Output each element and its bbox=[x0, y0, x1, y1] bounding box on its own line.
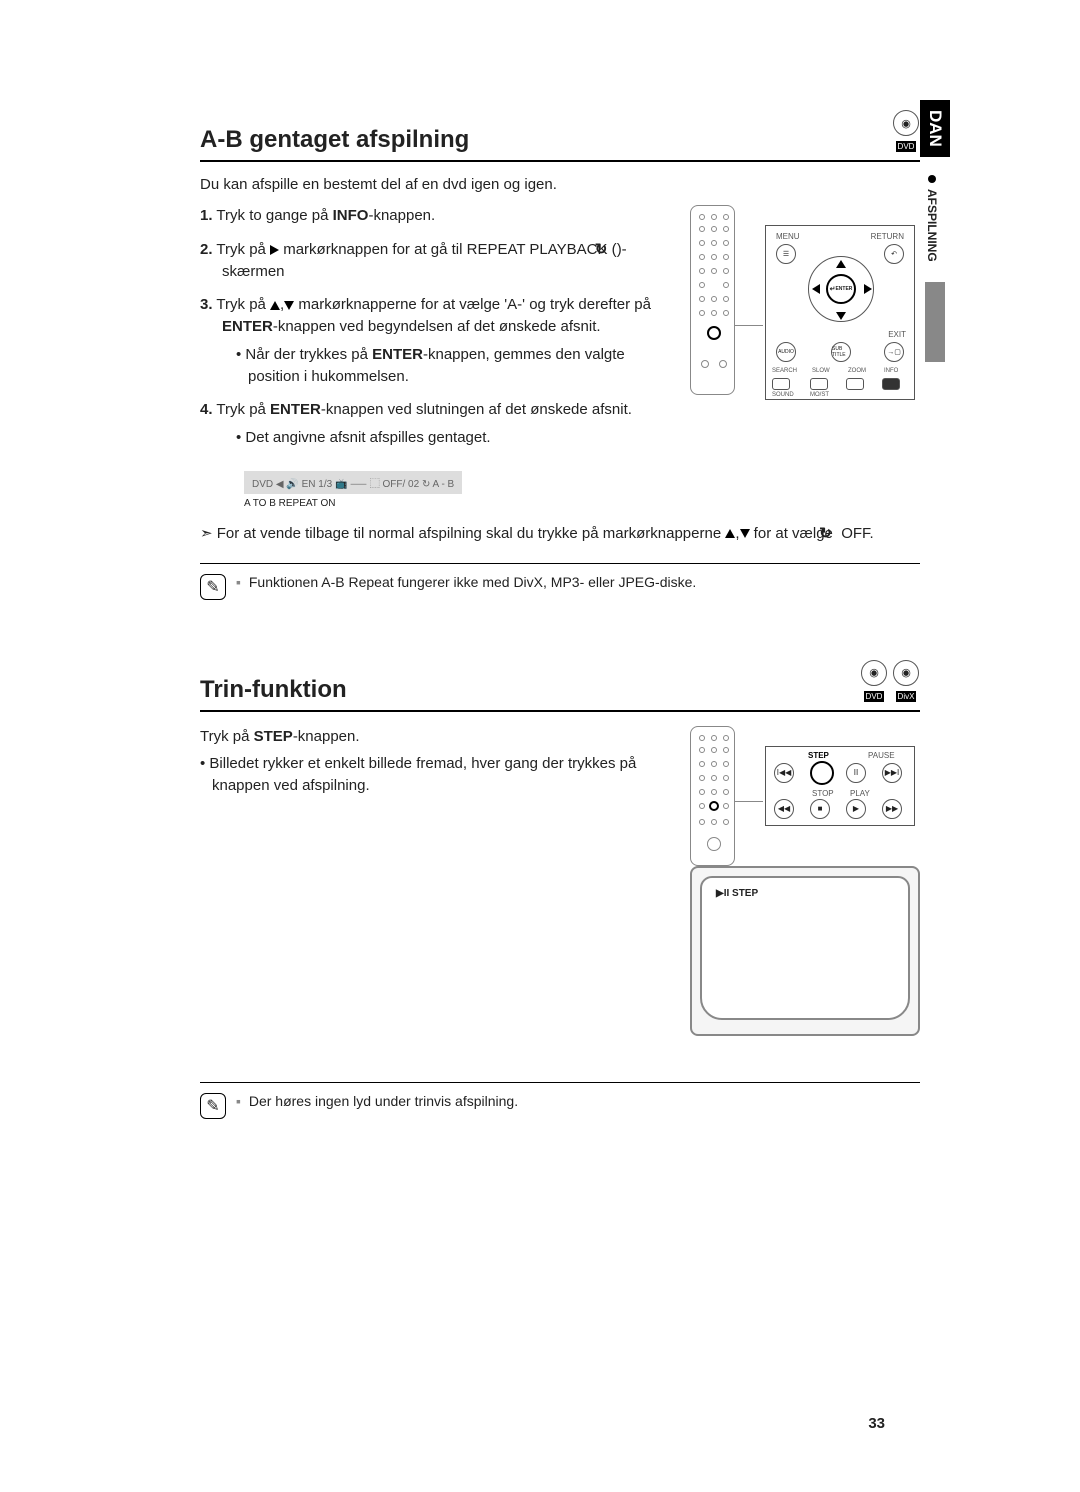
arrow-note: For at vende tilbage til normal afspilni… bbox=[200, 523, 920, 545]
side-tab-section: AFSPILNING bbox=[920, 157, 944, 272]
arrow-up-icon-2 bbox=[725, 529, 735, 538]
remote-body-icon-2 bbox=[690, 726, 735, 866]
label-info: INFO bbox=[884, 368, 898, 374]
audio-button-icon: AUDIO bbox=[776, 342, 796, 362]
label-search: SEARCH bbox=[772, 368, 797, 374]
label-play: PLAY bbox=[850, 789, 870, 798]
step-2: 2. Tryk på markørknappen for at gå til R… bbox=[200, 239, 670, 283]
forward-button-icon: ▶▶ bbox=[882, 799, 902, 819]
arrow-right-icon bbox=[270, 245, 279, 255]
slow-button-icon bbox=[810, 378, 828, 390]
label-return: RETURN bbox=[871, 232, 904, 241]
note-icon: ✎ bbox=[200, 574, 226, 600]
arrow-down-icon bbox=[284, 301, 294, 310]
step-3: 3. Tryk på , markørknapperne for at vælg… bbox=[200, 294, 670, 387]
step-button-icon bbox=[810, 761, 834, 785]
disc-badge-dvd-label: DVD bbox=[896, 141, 917, 152]
osd-caption: A TO B REPEAT ON bbox=[244, 498, 920, 509]
section-title-ab: A-B gentaget afspilning bbox=[200, 126, 469, 154]
zoom-button-icon bbox=[846, 378, 864, 390]
disc-badge-dvd2-label: DVD bbox=[864, 691, 885, 702]
disc-badge-dvd-icon: ◉ bbox=[893, 110, 919, 136]
section-trin: Trin-funktion ◉ DVD ◉ DivX Tryk på STEP-… bbox=[200, 660, 920, 1119]
label-pause: PAUSE bbox=[868, 751, 895, 760]
subtitle-button-icon: SUB TITLE bbox=[831, 342, 851, 362]
remote-diagram-ab: MENU RETURN ☰ ↶ ↵ENTER EXIT AUDIO SUB TI… bbox=[690, 205, 920, 461]
search-button-icon bbox=[772, 378, 790, 390]
label-zoom: ZOOM bbox=[848, 368, 866, 374]
note-ab: ✎ Funktionen A-B Repeat fungerer ikke me… bbox=[200, 574, 920, 600]
dpad-panel: MENU RETURN ☰ ↶ ↵ENTER EXIT AUDIO SUB TI… bbox=[765, 225, 915, 400]
label-most: MO/ST bbox=[810, 392, 829, 398]
osd-bar: DVD ◀ 🔊 EN 1/3 📺 ⸺ ⬚ OFF/ 02 ↻ A - B bbox=[244, 471, 462, 494]
section-ab-repeat: A-B gentaget afspilning ◉ DVD Du kan afs… bbox=[200, 110, 920, 600]
disc-badge-divx-label: DivX bbox=[896, 691, 917, 702]
dpad-down-icon bbox=[836, 312, 846, 320]
dpad-left-icon bbox=[812, 284, 820, 294]
side-tab-bar bbox=[925, 282, 945, 362]
dpad-up-icon bbox=[836, 260, 846, 268]
step-4-sub: Det angivne afsnit afspilles gentaget. bbox=[236, 427, 670, 449]
label-menu: MENU bbox=[776, 232, 800, 241]
arrow-up-icon bbox=[270, 301, 280, 310]
return-button-icon: ↶ bbox=[884, 244, 904, 264]
stop-button-icon: ■ bbox=[810, 799, 830, 819]
section-title-trin: Trin-funktion bbox=[200, 676, 347, 704]
label-sound: SOUND bbox=[772, 392, 794, 398]
remote-body-icon bbox=[690, 205, 735, 395]
tv-preview: ▶II STEP bbox=[690, 866, 920, 1036]
side-tab: DAN AFSPILNING bbox=[920, 100, 950, 362]
side-tab-lang: DAN bbox=[920, 100, 950, 157]
arrow-down-icon-2 bbox=[740, 529, 750, 538]
tv-osd-text: ▶II STEP bbox=[716, 888, 758, 899]
label-stop: STOP bbox=[812, 789, 834, 798]
note-text-ab: Funktionen A-B Repeat fungerer ikke med … bbox=[236, 574, 696, 590]
page-number: 33 bbox=[868, 1415, 885, 1432]
pause-button-icon: II bbox=[846, 763, 866, 783]
rewind-button-icon: ◀◀ bbox=[774, 799, 794, 819]
note-trin: ✎ Der høres ingen lyd under trinvis afsp… bbox=[200, 1093, 920, 1119]
label-slow: SLOW bbox=[812, 368, 830, 374]
trin-line1: Tryk på STEP-knappen. bbox=[200, 726, 670, 748]
step-1: 1. Tryk to gange på INFO-knappen. bbox=[200, 205, 670, 227]
exit-button-icon: →▢ bbox=[884, 342, 904, 362]
disc-badges-ab: ◉ DVD bbox=[892, 110, 920, 154]
label-step: STEP bbox=[808, 751, 829, 760]
label-exit: EXIT bbox=[888, 330, 906, 339]
intro-ab: Du kan afspille en bestemt del af en dvd… bbox=[200, 176, 920, 193]
prev-button-icon: I◀◀ bbox=[774, 763, 794, 783]
remote-diagram-trin: STEP PAUSE I◀◀ II ▶▶I STOP PLAY ◀◀ ■ ▶ ▶… bbox=[690, 726, 920, 1036]
trin-bullet: Billedet rykker et enkelt billede fremad… bbox=[200, 753, 670, 797]
play-button-icon: ▶ bbox=[846, 799, 866, 819]
disc-badges-trin: ◉ DVD ◉ DivX bbox=[860, 660, 920, 704]
step-4: 4. Tryk på ENTER-knappen ved slutningen … bbox=[200, 399, 670, 449]
next-button-icon: ▶▶I bbox=[882, 763, 902, 783]
play-panel: STEP PAUSE I◀◀ II ▶▶I STOP PLAY ◀◀ ■ ▶ ▶… bbox=[765, 746, 915, 826]
dpad-right-icon bbox=[864, 284, 872, 294]
step-3-sub: Når der trykkes på ENTER-knappen, gemmes… bbox=[236, 344, 670, 388]
note-text-trin: Der høres ingen lyd under trinvis afspil… bbox=[236, 1093, 518, 1109]
disc-badge-dvd2-icon: ◉ bbox=[861, 660, 887, 686]
note-icon-2: ✎ bbox=[200, 1093, 226, 1119]
enter-button: ↵ENTER bbox=[826, 274, 856, 304]
info-button-icon bbox=[882, 378, 900, 390]
menu-button-icon: ☰ bbox=[776, 244, 796, 264]
disc-badge-divx-icon: ◉ bbox=[893, 660, 919, 686]
